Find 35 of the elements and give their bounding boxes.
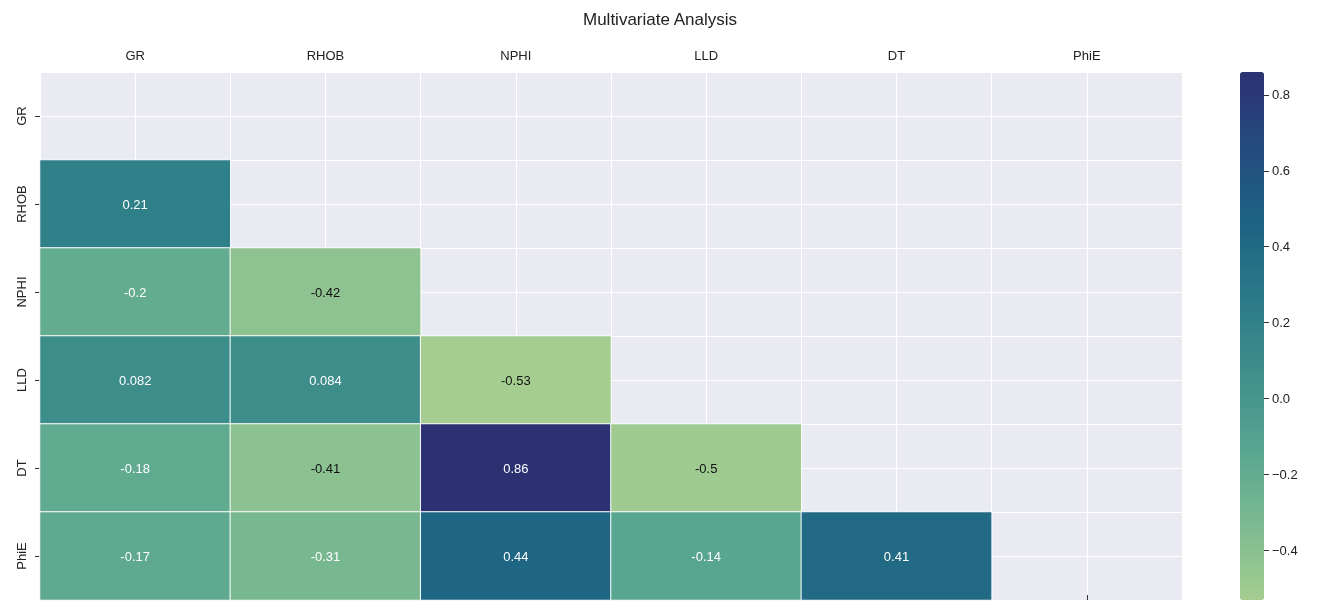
- y-tick-label: LLD: [14, 368, 29, 392]
- color-bar-label: −0.2: [1272, 467, 1298, 483]
- x-tick-label: RHOB: [306, 48, 345, 63]
- data-label: -0.53: [501, 372, 531, 388]
- data-label: -0.17: [120, 548, 150, 564]
- data-label: 0.084: [309, 372, 342, 388]
- y-tick-label: DT: [14, 459, 29, 477]
- color-bar-label: 0.4: [1272, 239, 1291, 255]
- x-tick-label: NPHI: [500, 48, 532, 63]
- color-bar-label: −0.4: [1272, 543, 1298, 559]
- data-label: -0.14: [691, 548, 721, 564]
- color-bar-label: 0.0: [1272, 391, 1291, 407]
- data-label: 0.41: [883, 548, 910, 564]
- data-label: 0.21: [122, 196, 148, 212]
- color-bar-label: 0.6: [1272, 163, 1291, 179]
- data-label: -0.18: [120, 460, 150, 476]
- y-tick-label: GR: [14, 106, 29, 126]
- data-label: 0.082: [118, 372, 152, 388]
- data-label: -0.31: [310, 548, 341, 564]
- color-bar-label: 0.8: [1272, 87, 1291, 103]
- x-tick-label: DT: [887, 48, 906, 63]
- data-label: 0.44: [503, 548, 529, 564]
- x-tick-label: PhiE: [1073, 48, 1101, 63]
- data-label: -0.5: [694, 460, 718, 476]
- y-tick-label: RHOB: [14, 185, 29, 223]
- color-bar-label: 0.2: [1272, 315, 1291, 331]
- data-label: -0.2: [123, 284, 147, 300]
- chart-title: Multivariate Analysis: [582, 10, 738, 29]
- data-label: -0.41: [310, 460, 341, 476]
- data-label: -0.42: [310, 284, 341, 300]
- y-tick-label: NPHI: [14, 276, 29, 308]
- x-tick-label: GR: [125, 48, 145, 63]
- data-label: 0.86: [503, 460, 529, 476]
- y-tick-label: PhiE: [14, 541, 29, 570]
- x-tick-label: LLD: [694, 48, 719, 63]
